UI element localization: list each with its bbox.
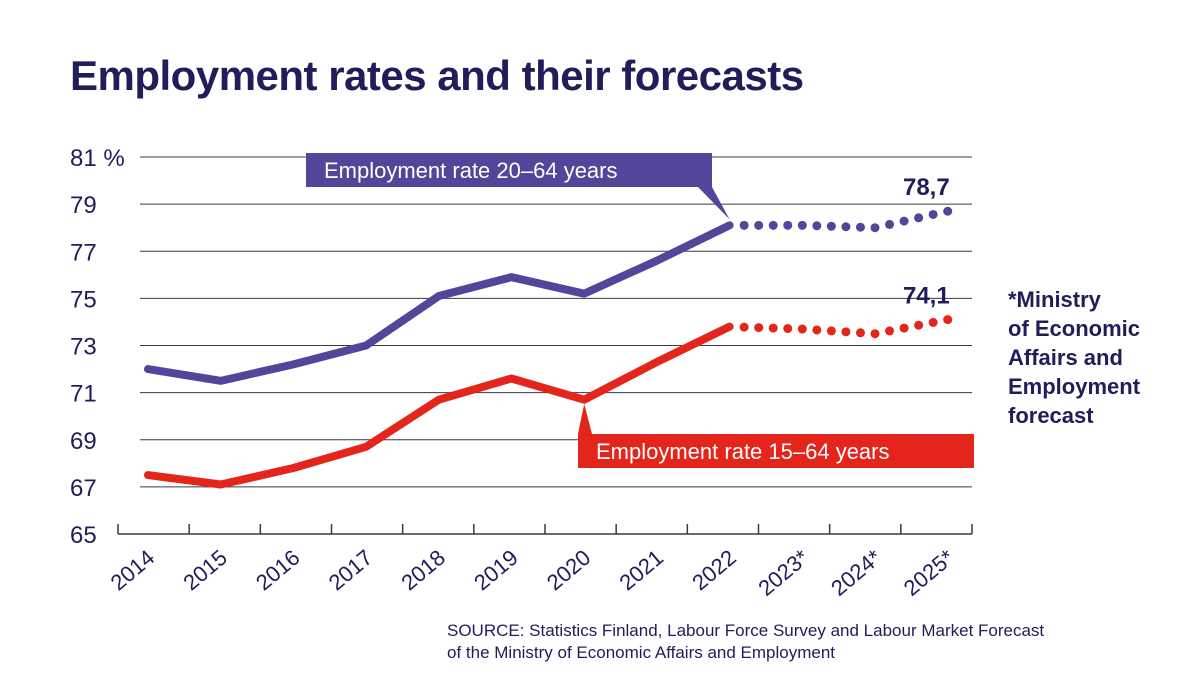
forecast-dot (783, 324, 793, 334)
x-tick-label: 2025* (899, 544, 959, 600)
series-line-solid (144, 322, 734, 489)
source-line-2: of the Ministry of Economic Affairs and … (447, 643, 836, 662)
forecast-dot (826, 326, 836, 336)
forecast-dot (797, 220, 807, 230)
callout-box (578, 403, 974, 468)
forecast-dot (739, 220, 749, 230)
x-tick-label: 2021 (615, 545, 669, 596)
forecast-dot (855, 328, 865, 338)
end-value-label: 78,7 (903, 174, 950, 201)
y-tick-label: 73 (70, 334, 97, 361)
x-tick-label: 2018 (396, 545, 450, 596)
forecast-dot (870, 329, 880, 339)
forecast-dot (841, 327, 851, 337)
x-tick-label: 2020 (542, 545, 596, 596)
callout-box (306, 153, 730, 220)
forecast-dot (855, 222, 865, 232)
forecast-dot (885, 219, 895, 229)
y-axis-ticks: 65 67 69 71 73 75 77 79 81 % (70, 145, 125, 549)
x-tick-label: 2023* (753, 544, 813, 600)
forecast-dot (768, 220, 778, 230)
forecast-dot (754, 220, 764, 230)
series-callouts: Employment rate 20–64 years Employment ra… (306, 153, 974, 468)
forecast-dot (812, 325, 822, 335)
y-tick-label: 71 (70, 381, 97, 408)
forecast-dot (783, 220, 793, 230)
x-tick-label: 2022 (687, 545, 741, 596)
x-tick-label: 2015 (178, 545, 232, 596)
y-tick-label: 81 % (70, 145, 125, 172)
series-lines (144, 206, 953, 489)
source-text: SOURCE: Statistics Finland, Labour Force… (447, 620, 1187, 664)
y-tick-label: 77 (70, 239, 97, 266)
x-tick-label: 2016 (251, 545, 305, 596)
end-value-labels: 78,7 74,1 (903, 174, 950, 309)
forecast-dot (826, 221, 836, 231)
forecast-dot (914, 320, 924, 330)
x-tick-label: 2014 (106, 545, 160, 596)
y-tick-label: 75 (70, 286, 97, 313)
forecast-dot (812, 221, 822, 231)
callout-label-15-64: Employment rate 15–64 years (596, 439, 890, 464)
y-tick-label: 79 (70, 192, 97, 219)
forecast-dot (928, 209, 938, 219)
forecast-dot (943, 206, 953, 216)
y-tick-label: 69 (70, 428, 97, 455)
forecast-dot (928, 317, 938, 327)
source-line-1: SOURCE: Statistics Finland, Labour Force… (447, 621, 1045, 640)
forecast-dot (870, 223, 880, 233)
forecast-dot (768, 323, 778, 333)
forecast-dot (899, 216, 909, 226)
y-tick-label: 67 (70, 475, 97, 502)
x-tick-label: 2024* (826, 544, 886, 600)
x-axis: 2014 2015 2016 2017 2018 2019 2020 2021 2022 2023… (106, 524, 973, 601)
forecast-note: *Ministry of Economic Affairs and Employ… (1008, 287, 1141, 428)
callout-label-20-64: Employment rate 20–64 years (324, 158, 618, 183)
x-tick-label: 2017 (324, 545, 378, 596)
forecast-dot (739, 322, 749, 332)
series-line-solid (144, 221, 734, 385)
forecast-dot (914, 213, 924, 223)
forecast-dot (754, 323, 764, 333)
chart-title: Employment rates and their forecasts (70, 52, 804, 99)
y-tick-label: 65 (70, 522, 97, 549)
end-value-label: 74,1 (903, 283, 950, 310)
forecast-dot (885, 326, 895, 336)
forecast-dot (841, 222, 851, 232)
forecast-dot (943, 315, 953, 325)
forecast-dot (899, 323, 909, 333)
forecast-dot (797, 324, 807, 334)
x-tick-label: 2019 (469, 545, 523, 596)
